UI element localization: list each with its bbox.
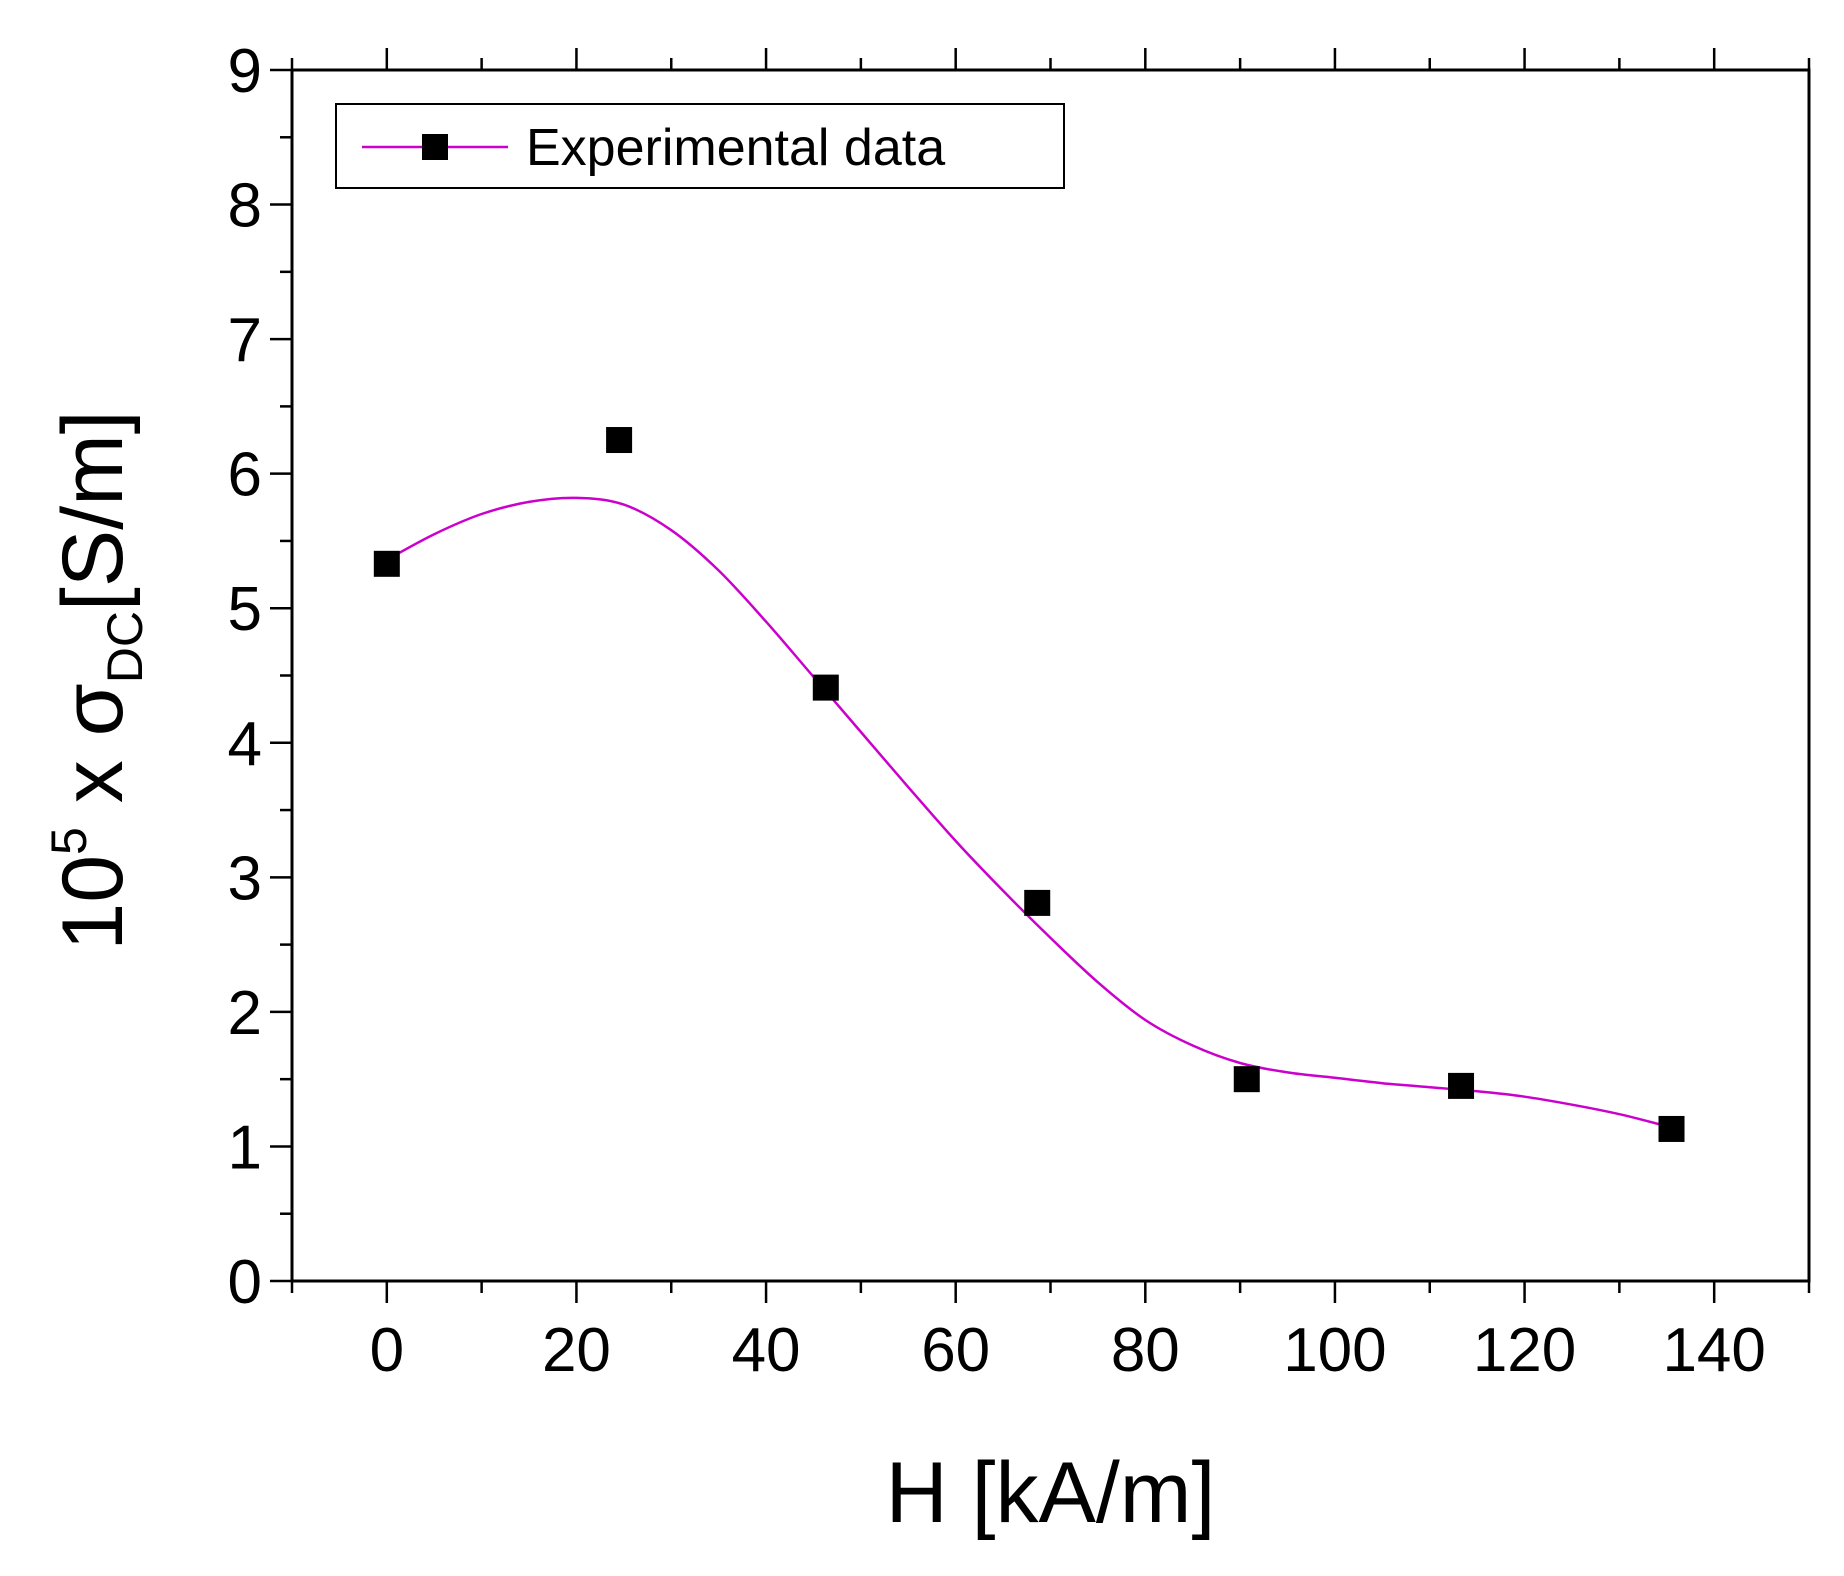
y-tick-label: 8 xyxy=(228,172,262,241)
legend-entry-label: Experimental data xyxy=(526,119,945,177)
data-point xyxy=(1658,1115,1685,1142)
x-tick-label: 120 xyxy=(1473,1316,1576,1385)
data-point xyxy=(373,550,400,577)
y-axis-title-exponent: 5 xyxy=(41,827,97,855)
y-axis-title-unit: [S/m] xyxy=(45,410,141,611)
data-point xyxy=(606,427,633,454)
y-tick-label: 9 xyxy=(228,37,262,106)
data-points xyxy=(373,427,1685,1142)
fit-curve-line xyxy=(386,496,1668,1128)
x-tick-label: 80 xyxy=(1111,1316,1180,1385)
x-axis-title: H [kA/m] xyxy=(886,1445,1216,1541)
data-point xyxy=(1448,1072,1475,1099)
y-tick-label: 5 xyxy=(228,575,262,644)
y-tick-label: 3 xyxy=(228,844,262,913)
y-tick-label: 1 xyxy=(228,1113,262,1182)
x-tick-label: 100 xyxy=(1283,1316,1386,1385)
y-axis-title-times: x xyxy=(45,736,141,827)
tick-labels: 0 20 40 60 80 100 120 140 0 1 2 3 4 5 6 7 8 9 xyxy=(228,37,1766,1385)
y-tick-label: 4 xyxy=(228,710,262,779)
legend-marker-square xyxy=(422,134,448,160)
ticks xyxy=(270,48,1811,1303)
x-tick-label: 140 xyxy=(1662,1316,1765,1385)
y-tick-label: 6 xyxy=(228,441,262,510)
data-point xyxy=(1024,889,1051,916)
fit-curve-group xyxy=(386,496,1668,1128)
y-tick-label: 0 xyxy=(228,1248,262,1317)
y-axis-title-symbol: σ xyxy=(45,683,141,736)
y-axis-title-base: 10 xyxy=(45,855,141,951)
data-point xyxy=(812,674,839,701)
y-axis-title: 105 x σDC[S/m] xyxy=(41,410,153,950)
x-tick-label: 20 xyxy=(542,1316,611,1385)
x-tick-label: 40 xyxy=(732,1316,801,1385)
data-point xyxy=(1233,1066,1260,1093)
legend: Experimental data xyxy=(335,103,1065,189)
x-tick-label: 0 xyxy=(370,1316,404,1385)
y-tick-label: 2 xyxy=(228,979,262,1048)
x-tick-label: 60 xyxy=(921,1316,990,1385)
y-axis-title-subscript: DC xyxy=(97,611,153,683)
y-tick-label: 7 xyxy=(228,306,262,375)
